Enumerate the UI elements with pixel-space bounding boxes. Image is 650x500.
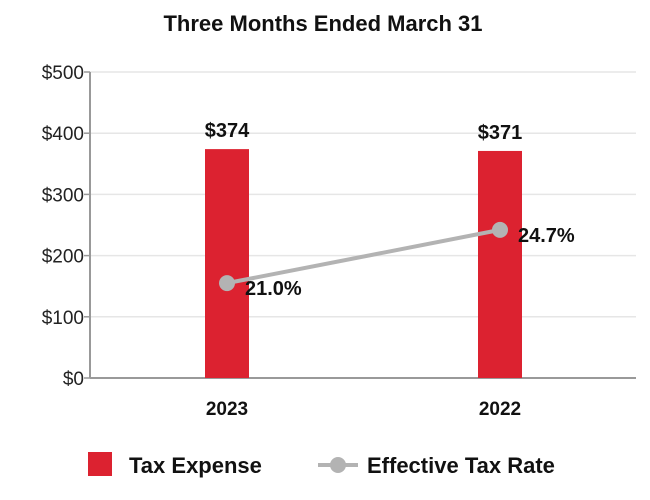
point-effective-tax-rate-2022 xyxy=(492,221,508,238)
rate-label: 24.7% xyxy=(518,225,575,247)
y-tick-label: $0 xyxy=(63,369,84,390)
line-effective-tax-rate xyxy=(226,227,501,286)
x-axis-ticks: 2023 2022 xyxy=(206,399,521,420)
y-tick-label: $300 xyxy=(42,185,84,206)
bar-tax-expense-2023 xyxy=(205,149,249,378)
bar-label: $371 xyxy=(478,122,523,144)
y-tick-label: $400 xyxy=(42,124,84,145)
rate-label: 21.0% xyxy=(245,278,302,300)
bar-labels: $374 $371 xyxy=(205,120,523,144)
x-tick-label: 2022 xyxy=(479,399,521,420)
gridlines xyxy=(90,71,636,318)
bar-tax-expense-2022 xyxy=(478,150,522,378)
legend-label-effective-tax-rate: Effective Tax Rate xyxy=(367,453,555,478)
legend: Tax Expense Effective Tax Rate xyxy=(88,452,555,478)
y-tick-label: $100 xyxy=(42,308,84,329)
legend-swatch-dot xyxy=(330,457,346,473)
chart-title: Three Months Ended March 31 xyxy=(163,11,482,36)
y-tick-label: $500 xyxy=(42,63,84,84)
y-axis-ticks: $0 $100 $200 $300 $400 $500 xyxy=(42,63,90,390)
legend-swatch-tax-expense xyxy=(88,452,112,476)
x-tick-label: 2023 xyxy=(206,399,248,420)
y-tick-label: $200 xyxy=(42,247,84,268)
bars xyxy=(205,149,522,378)
legend-label-tax-expense: Tax Expense xyxy=(129,453,262,478)
point-effective-tax-rate-2023 xyxy=(219,275,235,292)
bar-label: $374 xyxy=(205,120,250,142)
line-series: 21.0% 24.7% xyxy=(219,221,575,300)
